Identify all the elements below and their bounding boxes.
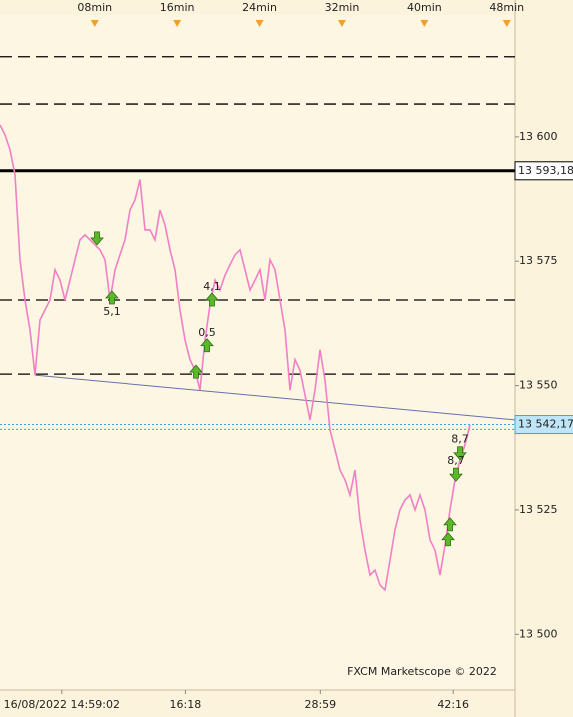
y-tick-label: 13 600 (519, 130, 558, 143)
x-tick-label: 32min (325, 1, 360, 14)
watermark: FXCM Marketscope © 2022 (347, 665, 497, 678)
x-tick-label: 24min (242, 1, 277, 14)
x-tick-label: 16min (160, 1, 195, 14)
level-label: 13 542,17 (518, 418, 573, 431)
y-tick-label: 13 575 (519, 254, 558, 267)
trade-label: 4,1 (203, 280, 221, 293)
trade-arrow (105, 290, 119, 305)
x-tick (420, 20, 429, 27)
trade-label: 0,5 (198, 326, 216, 339)
y-tick-label: 13 500 (519, 627, 558, 640)
x-tick-label: 08min (77, 1, 112, 14)
x-tick-label: 48min (489, 1, 524, 14)
level-label-box (514, 161, 573, 181)
trade-arrow (453, 446, 467, 461)
price-line (0, 124, 471, 592)
x2-tick-label: 42:16 (437, 698, 469, 711)
trade-arrow (449, 467, 463, 482)
level-label: 13 593,18 (518, 164, 573, 177)
trade-arrow (200, 338, 214, 353)
trade-arrow (443, 517, 457, 532)
trade-label: 5,1 (103, 305, 121, 318)
trade-arrow (205, 292, 219, 307)
y-tick-label: 13 525 (519, 503, 558, 516)
trade-label: 8,7 (447, 454, 465, 467)
x2-tick-label: 28:59 (304, 698, 336, 711)
trade-arrow (441, 532, 455, 547)
level-label-box (514, 415, 573, 435)
x2-tick-label: 16:18 (170, 698, 202, 711)
trade-arrow (90, 231, 104, 246)
x-tick (90, 20, 99, 27)
x-tick (502, 20, 511, 27)
x2-tick-label: 16/08/2022 14:59:02 (4, 698, 120, 711)
x-tick (173, 20, 182, 27)
plot-area (0, 15, 515, 690)
trend-line (34, 374, 516, 421)
x-tick-label: 40min (407, 1, 442, 14)
x-tick (255, 20, 264, 27)
trade-label: 8,7 (451, 433, 469, 446)
trade-arrow (189, 364, 203, 379)
x-tick (337, 20, 346, 27)
y-tick-label: 13 550 (519, 379, 558, 392)
